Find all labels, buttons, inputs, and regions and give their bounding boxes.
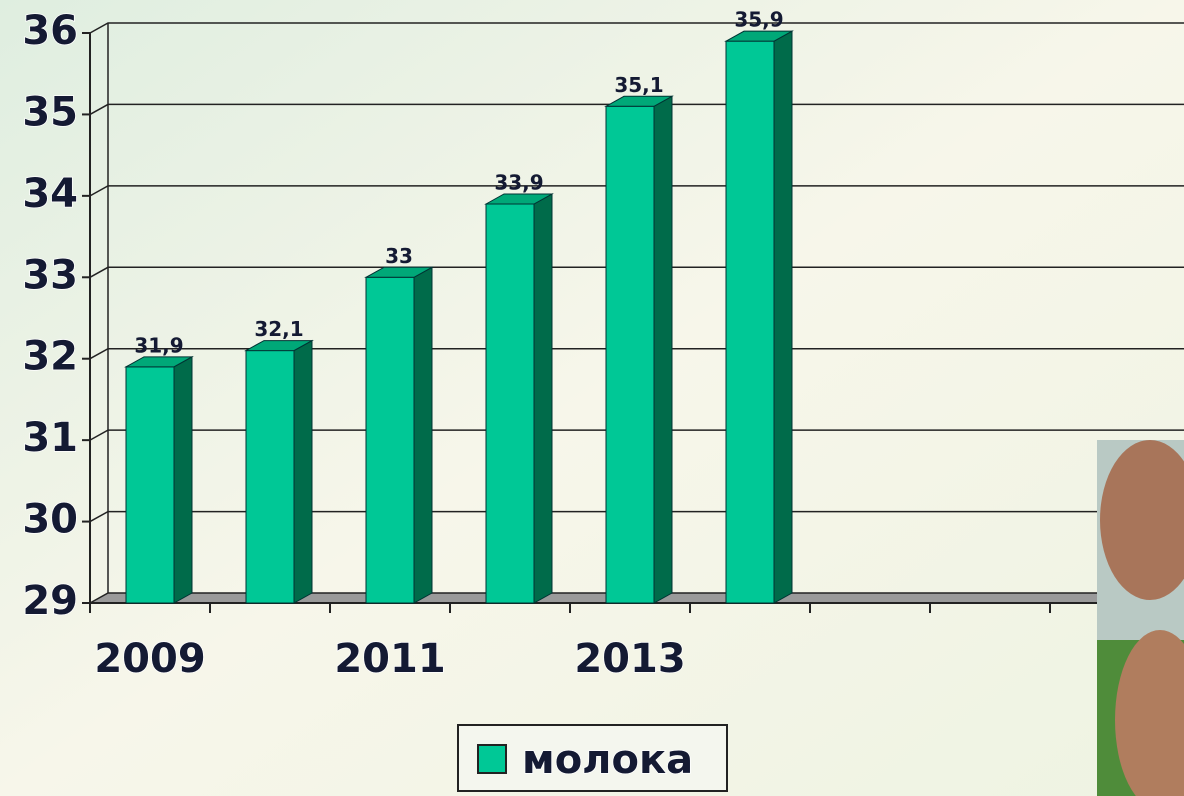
legend-swatch	[477, 744, 507, 774]
bar-side	[293, 339, 313, 604]
bar-side	[413, 266, 433, 604]
y-tick-label: 34	[22, 171, 78, 217]
bar	[364, 266, 434, 604]
y-tick-label: 31	[22, 415, 78, 461]
y-tick-label: 36	[22, 8, 78, 54]
bar-front	[125, 366, 175, 604]
x-tick-label: 2013	[574, 636, 685, 682]
bar-top	[124, 356, 194, 368]
data-label: 32,1	[254, 317, 303, 341]
bar	[124, 356, 194, 604]
bar-top	[724, 30, 794, 42]
bar-top	[484, 193, 554, 205]
y-tick-label: 32	[22, 334, 78, 380]
x-tick-label: 2009	[94, 636, 205, 682]
photo	[1097, 440, 1184, 796]
bar-top	[364, 266, 434, 278]
bar-top	[604, 95, 674, 107]
y-tick-label: 30	[22, 497, 78, 543]
y-tick-label: 33	[22, 252, 78, 298]
legend-label: молока	[522, 737, 693, 783]
bar-front	[365, 276, 415, 604]
y-tick-label: 29	[22, 578, 78, 624]
data-label: 33,9	[494, 171, 543, 195]
data-label: 35,9	[734, 8, 783, 32]
bar-side	[533, 193, 553, 604]
bar-front	[725, 40, 775, 604]
bar-top	[244, 340, 314, 352]
bar-side	[773, 30, 793, 604]
bar	[244, 339, 314, 604]
bar	[724, 30, 794, 604]
bar	[604, 95, 674, 604]
bar-side	[653, 95, 673, 604]
bar-front	[485, 203, 535, 604]
y-tick-label: 35	[22, 89, 78, 135]
bar	[484, 193, 554, 604]
x-tick-label: 2011	[334, 636, 445, 682]
bar-front	[605, 105, 655, 604]
bar-side	[173, 356, 193, 604]
data-label: 35,1	[614, 73, 663, 97]
data-label: 33	[385, 244, 413, 268]
data-label: 31,9	[134, 333, 183, 357]
bar-front	[245, 350, 295, 604]
